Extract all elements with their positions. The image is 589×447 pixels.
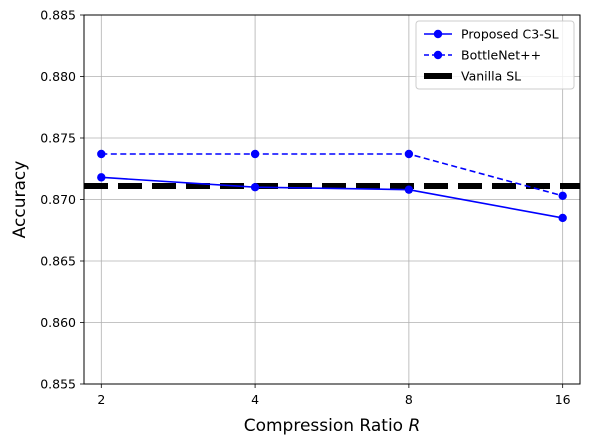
data-point: [97, 149, 106, 159]
data-point: [404, 185, 414, 194]
y-axis-label: Accuracy: [10, 161, 30, 239]
y-tick-label: 0.880: [40, 69, 76, 84]
data-point: [558, 213, 567, 223]
legend-marker: [433, 50, 443, 60]
x-tick-label: 2: [97, 392, 105, 407]
legend-label: Vanilla SL: [461, 69, 521, 84]
x-axis-ticks: 2 4 8 16: [97, 384, 571, 407]
y-tick-label: 0.875: [40, 131, 76, 146]
x-axis-label: Compression Ratio R: [244, 416, 421, 436]
x-tick-label: 4: [251, 392, 259, 407]
y-tick-label: 0.885: [40, 8, 76, 23]
y-tick-label: 0.860: [40, 315, 76, 330]
legend-label: Proposed C3-SL: [461, 27, 559, 42]
legend-marker: [433, 29, 443, 39]
legend: Proposed C3-SL BottleNet++ Vanilla SL: [415, 20, 575, 90]
y-tick-label: 0.870: [40, 192, 76, 207]
series-line-2: [101, 153, 563, 197]
y-tick-label: 0.865: [40, 254, 76, 269]
data-point: [558, 191, 567, 201]
legend-label: BottleNet++: [461, 48, 541, 63]
data-point: [404, 149, 414, 159]
data-point: [250, 183, 260, 192]
legend-box: [415, 20, 575, 90]
y-axis-ticks: 0.855 0.860 0.865 0.870 0.875 0.880 0.885: [40, 8, 84, 392]
series-group: [97, 149, 567, 223]
series-line-1: [101, 176, 563, 219]
y-tick-label: 0.855: [40, 377, 76, 392]
x-tick-label: 8: [405, 392, 413, 407]
data-point: [97, 173, 106, 182]
x-tick-label: 16: [555, 392, 571, 407]
data-point: [250, 149, 260, 159]
